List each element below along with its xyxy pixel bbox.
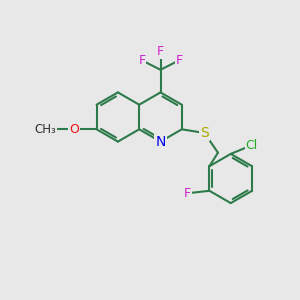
Text: Cl: Cl bbox=[245, 139, 258, 152]
Text: F: F bbox=[184, 187, 191, 200]
Text: N: N bbox=[155, 135, 166, 148]
Text: S: S bbox=[200, 126, 209, 140]
Text: F: F bbox=[139, 54, 145, 67]
Text: F: F bbox=[176, 54, 182, 67]
Text: O: O bbox=[69, 123, 79, 136]
Text: CH₃: CH₃ bbox=[34, 123, 56, 136]
Text: F: F bbox=[157, 45, 164, 58]
